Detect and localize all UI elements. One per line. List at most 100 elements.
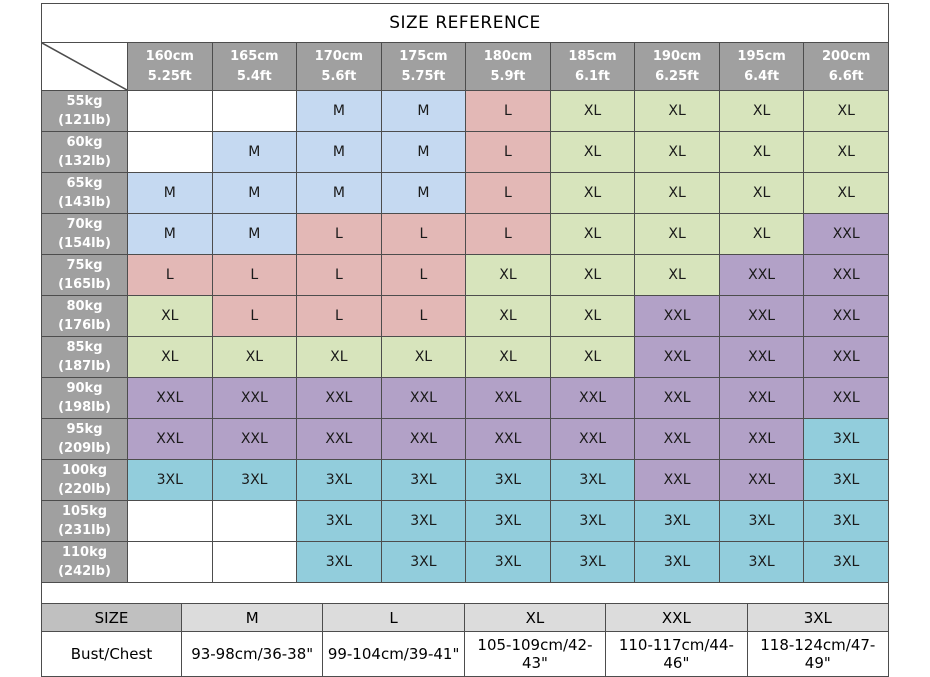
size-cell: XXL (127, 418, 213, 460)
height-cm-label: 165cm (230, 49, 279, 64)
weight-row: 85kg (187lb) XL XL XL XL XL XL XXL XXL XXL (41, 336, 889, 378)
height-header-cell: 195cm 6.4ft (718, 42, 805, 91)
height-header-cell: 160cm 5.25ft (127, 42, 213, 91)
size-cell: XL (465, 336, 551, 378)
height-header-row: 160cm 5.25ft 165cm 5.4ft 170cm 5.6ft 175cm 5.75… (41, 42, 889, 91)
size-cell: XL (127, 336, 213, 378)
size-cell: M (296, 90, 382, 132)
weight-row: 60kg (132lb) M M M L XL XL XL XL (41, 131, 889, 173)
size-cell: XL (549, 172, 636, 214)
size-cell: XL (127, 295, 213, 337)
size-cell: XL (718, 90, 805, 132)
bust-chest-value: 99-104cm/39-41" (322, 631, 465, 677)
weight-lb-label: (209lb) (58, 441, 111, 456)
diagonal-corner-cell (41, 42, 128, 91)
height-header-cell: 180cm 5.9ft (465, 42, 551, 91)
size-cell: L (127, 254, 213, 296)
weight-row-header: 105kg (231lb) (41, 500, 128, 542)
weight-lb-label: (143lb) (58, 195, 111, 210)
size-cell: XL (803, 172, 889, 214)
size-cell: XL (634, 213, 720, 255)
size-cell: XXL (718, 377, 805, 419)
size-chart-sheet: SIZE REFERENCE 160cm 5.25ft 165cm 5.4ft 170c… (41, 3, 890, 677)
size-cell: 3XL (718, 500, 805, 542)
size-cell: XXL (634, 377, 720, 419)
weight-lb-label: (132lb) (58, 154, 111, 169)
size-cell: 3XL (803, 500, 889, 542)
size-cell: L (465, 213, 551, 255)
size-cell: L (211, 254, 298, 296)
size-cell: XXL (803, 254, 889, 296)
size-cell: XL (718, 131, 805, 173)
weight-row-header: 65kg (143lb) (41, 172, 128, 214)
bust-chest-row: Bust/Chest 93-98cm/36-38" 99-104cm/39-41"… (41, 631, 890, 677)
size-cell: M (380, 172, 467, 214)
height-header-cell: 165cm 5.4ft (211, 42, 298, 91)
height-cm-label: 190cm (652, 49, 702, 64)
size-cell: L (465, 131, 551, 173)
measure-size-header: XXL (605, 603, 748, 632)
height-cm-label: 195cm (737, 49, 786, 64)
weight-lb-label: (165lb) (58, 277, 111, 292)
size-cell: 3XL (465, 459, 551, 501)
size-cell: XXL (718, 295, 805, 337)
weight-row-header: 95kg (209lb) (41, 418, 128, 460)
size-cell: XL (634, 90, 720, 132)
weight-kg-label: 95kg (66, 421, 103, 437)
size-cell: XL (465, 295, 551, 337)
size-cell: L (211, 295, 298, 337)
size-cell: XXL (380, 418, 467, 460)
size-cell: 3XL (718, 541, 805, 583)
size-cell: 3XL (296, 541, 382, 583)
weight-kg-label: 55kg (66, 93, 103, 109)
height-ft-label: 5.25ft (147, 68, 192, 84)
weight-row-header: 80kg (176lb) (41, 295, 128, 337)
empty-size-cell (127, 500, 213, 542)
height-cm-label: 160cm (145, 49, 194, 64)
chart-title: SIZE REFERENCE (41, 3, 889, 42)
bust-chest-value: 110-117cm/44-46" (605, 631, 748, 677)
empty-size-cell (211, 90, 298, 132)
empty-size-cell (127, 90, 213, 132)
size-header-label: SIZE (41, 603, 182, 632)
height-ft-label: 6.4ft (744, 68, 780, 84)
size-cell: XXL (634, 295, 720, 337)
size-cell: M (296, 131, 382, 173)
size-cell: XL (549, 90, 636, 132)
size-cell: M (380, 90, 467, 132)
weight-row-header: 60kg (132lb) (41, 131, 128, 173)
empty-size-cell (127, 131, 213, 173)
size-cell: 3XL (634, 500, 720, 542)
weight-row: 95kg (209lb) XXL XXL XXL XXL XXL XXL XXL XXL 3XL (41, 418, 889, 460)
size-cell: XXL (211, 418, 298, 460)
size-cell: 3XL (127, 459, 213, 501)
height-header-cell: 170cm 5.6ft (296, 42, 382, 91)
size-cell: M (127, 213, 213, 255)
measure-size-header: M (180, 603, 324, 632)
weight-row: 70kg (154lb) M M L L L XL XL XL XXL (41, 213, 889, 255)
size-cell: XXL (211, 377, 298, 419)
size-cell: M (211, 172, 298, 214)
size-cell: M (211, 213, 298, 255)
weight-kg-label: 110kg (61, 544, 108, 560)
weight-lb-label: (187lb) (58, 359, 111, 374)
size-cell: M (296, 172, 382, 214)
weight-lb-label: (176lb) (58, 318, 111, 333)
size-cell: XXL (803, 295, 889, 337)
size-cell: XL (549, 131, 636, 173)
measure-size-header: XL (463, 603, 607, 632)
size-cell: XL (549, 213, 636, 255)
weight-kg-label: 90kg (66, 380, 103, 396)
size-cell: 3XL (803, 418, 889, 460)
size-cell: 3XL (634, 541, 720, 583)
size-cell: XL (803, 90, 889, 132)
size-cell: XL (634, 254, 720, 296)
bust-chest-value: 93-98cm/36-38" (180, 631, 324, 677)
size-cell: L (380, 254, 467, 296)
size-cell: XXL (549, 418, 636, 460)
size-cell: XL (465, 254, 551, 296)
empty-size-cell (211, 500, 298, 542)
size-cell: XXL (634, 336, 720, 378)
weight-kg-label: 70kg (66, 216, 103, 232)
size-cell: XL (211, 336, 298, 378)
